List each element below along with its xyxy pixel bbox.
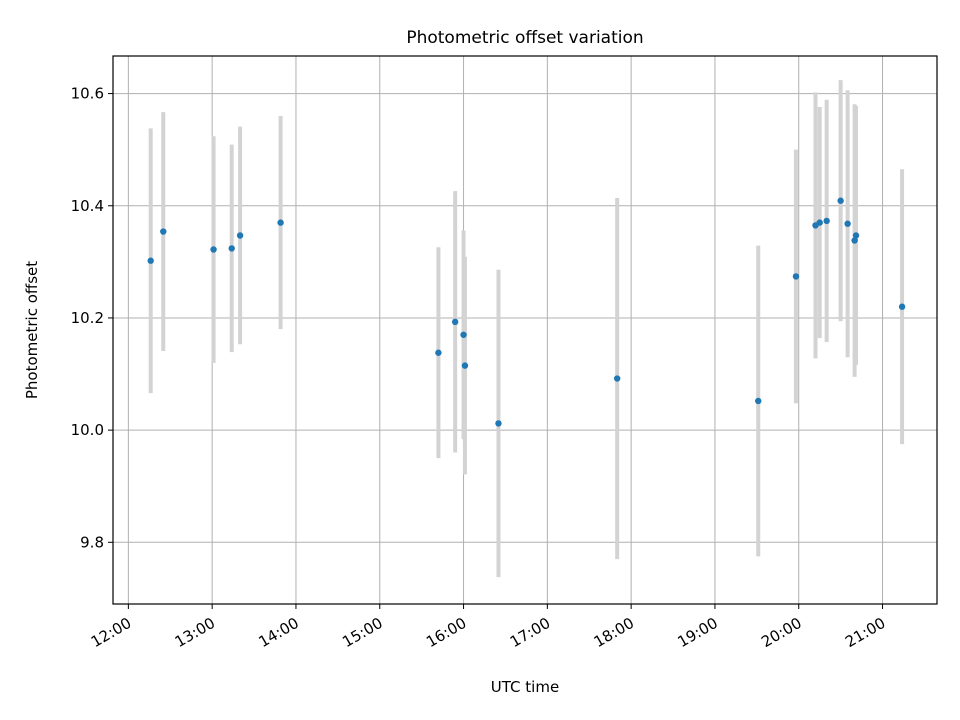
chart-title: Photometric offset variation [406,28,643,48]
data-point [837,197,844,204]
data-point [277,219,284,226]
data-point [755,397,762,405]
y-tick-label: 9.8 [80,533,104,551]
data-point [823,217,830,225]
x-axis-label: UTC time [491,678,559,696]
data-point [160,228,167,235]
data-point [460,331,467,338]
data-point [236,232,244,239]
data-point [451,318,459,326]
data-point [210,246,217,253]
data-points [147,197,906,427]
y-tick-label: 10.2 [71,309,104,327]
data-point [851,237,858,244]
y-tick-label: 10.6 [71,85,104,103]
data-point [792,273,800,280]
y-axis-label: Photometric offset [23,261,41,399]
grid-lines [113,56,937,604]
data-point [852,232,860,239]
plot-frame [112,55,938,605]
y-tick-label: 10.4 [71,197,104,215]
data-point [435,349,442,356]
data-point [461,362,469,369]
data-point [147,257,154,264]
data-point [228,245,235,252]
data-point [495,420,502,427]
data-point [816,219,823,226]
data-point [844,220,851,227]
data-point [898,303,906,310]
data-point [613,375,621,382]
y-tick-label: 10.0 [71,421,104,439]
y-axis-ticks: 9.8 10.0 10.2 10.4 10.6 [71,85,113,551]
